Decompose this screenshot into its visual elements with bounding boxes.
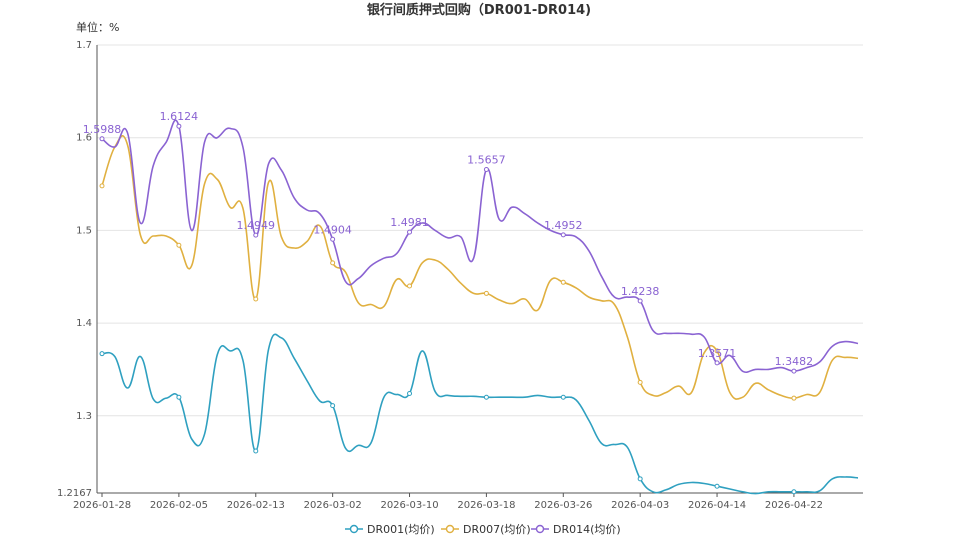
- data-label: 1.4238: [621, 285, 660, 298]
- data-point[interactable]: [560, 394, 566, 400]
- series-layer: [99, 119, 859, 495]
- data-point[interactable]: [176, 242, 182, 248]
- chart-title: 银行间质押式回购（DR001-DR014): [367, 2, 591, 18]
- data-point[interactable]: [791, 395, 797, 401]
- axes: 1.2167 1.3 1.4 1.5 1.6 1.7 2026-01-28 2026-02-0…: [57, 40, 863, 511]
- y-tick-label: 1.5: [76, 225, 92, 236]
- data-point[interactable]: [483, 290, 489, 296]
- x-tick-label: 2026-03-18: [457, 500, 515, 511]
- data-point[interactable]: [791, 368, 797, 374]
- x-tick-label: 2026-03-26: [534, 500, 592, 511]
- x-tick-label: 2026-04-22: [765, 500, 823, 511]
- y-tick-label: 1.6: [76, 133, 92, 144]
- data-label: 1.3482: [775, 355, 814, 368]
- x-tick-label: 2026-02-05: [150, 500, 208, 511]
- data-label: 1.4952: [544, 219, 583, 232]
- data-label: 1.4981: [390, 216, 429, 229]
- series-line-1: [101, 333, 859, 495]
- x-tick-label: 2026-03-10: [380, 500, 438, 511]
- data-point[interactable]: [330, 403, 336, 409]
- legend-marker-2: [445, 524, 455, 534]
- data-point[interactable]: [560, 279, 566, 285]
- data-point[interactable]: [407, 391, 413, 397]
- data-point[interactable]: [253, 232, 259, 238]
- data-point[interactable]: [714, 483, 720, 489]
- data-point[interactable]: [99, 136, 105, 142]
- data-point[interactable]: [407, 229, 413, 235]
- data-label: 1.5657: [467, 153, 506, 166]
- data-point[interactable]: [637, 476, 643, 482]
- y-tick-label: 1.7: [76, 40, 92, 51]
- grid: [97, 44, 863, 417]
- data-point[interactable]: [637, 379, 643, 385]
- x-tick-label: 2026-04-03: [611, 500, 669, 511]
- data-point[interactable]: [330, 236, 336, 242]
- legend-label-2[interactable]: DR007(均价): [463, 523, 531, 536]
- data-label: 1.6124: [160, 110, 199, 123]
- series-line-3: [101, 119, 859, 374]
- x-tick-label: 2026-02-13: [227, 500, 285, 511]
- data-point[interactable]: [253, 448, 259, 454]
- legend-label-1[interactable]: DR001(均价): [367, 523, 435, 536]
- series-line-2: [101, 135, 859, 400]
- data-point[interactable]: [99, 351, 105, 357]
- data-point[interactable]: [99, 183, 105, 189]
- legend: DR001(均价) DR007(均价) DR014(均价): [345, 523, 621, 536]
- unit-label: 单位：%: [76, 20, 119, 34]
- legend-marker-3: [535, 524, 545, 534]
- legend-label-3[interactable]: DR014(均价): [553, 523, 621, 536]
- data-point[interactable]: [407, 283, 413, 289]
- data-point[interactable]: [483, 394, 489, 400]
- data-point[interactable]: [253, 296, 259, 302]
- data-label: 1.4904: [313, 223, 352, 236]
- data-point[interactable]: [483, 166, 489, 172]
- data-point[interactable]: [714, 348, 720, 354]
- data-point[interactable]: [791, 489, 797, 495]
- data-point[interactable]: [714, 360, 720, 366]
- data-point[interactable]: [330, 260, 336, 266]
- data-point[interactable]: [560, 232, 566, 238]
- x-tick-label: 2026-04-14: [688, 500, 746, 511]
- y-tick-label: 1.4: [76, 318, 92, 329]
- legend-marker-1: [349, 524, 359, 534]
- y-tick-label: 1.3: [76, 411, 92, 422]
- data-label: 1.4949: [237, 219, 276, 232]
- data-labels: 1.5988 1.6124 1.4949 1.4904 1.4981 1.5657 1.49…: [83, 110, 813, 368]
- x-tick-label: 2026-01-28: [73, 500, 131, 511]
- data-label: 1.5988: [83, 123, 122, 136]
- y-tick-label: 1.2167: [57, 488, 92, 499]
- data-label: 1.3571: [698, 347, 737, 360]
- data-point[interactable]: [176, 394, 182, 400]
- x-tick-label: 2026-03-02: [304, 500, 362, 511]
- data-point[interactable]: [176, 123, 182, 129]
- data-point[interactable]: [637, 298, 643, 304]
